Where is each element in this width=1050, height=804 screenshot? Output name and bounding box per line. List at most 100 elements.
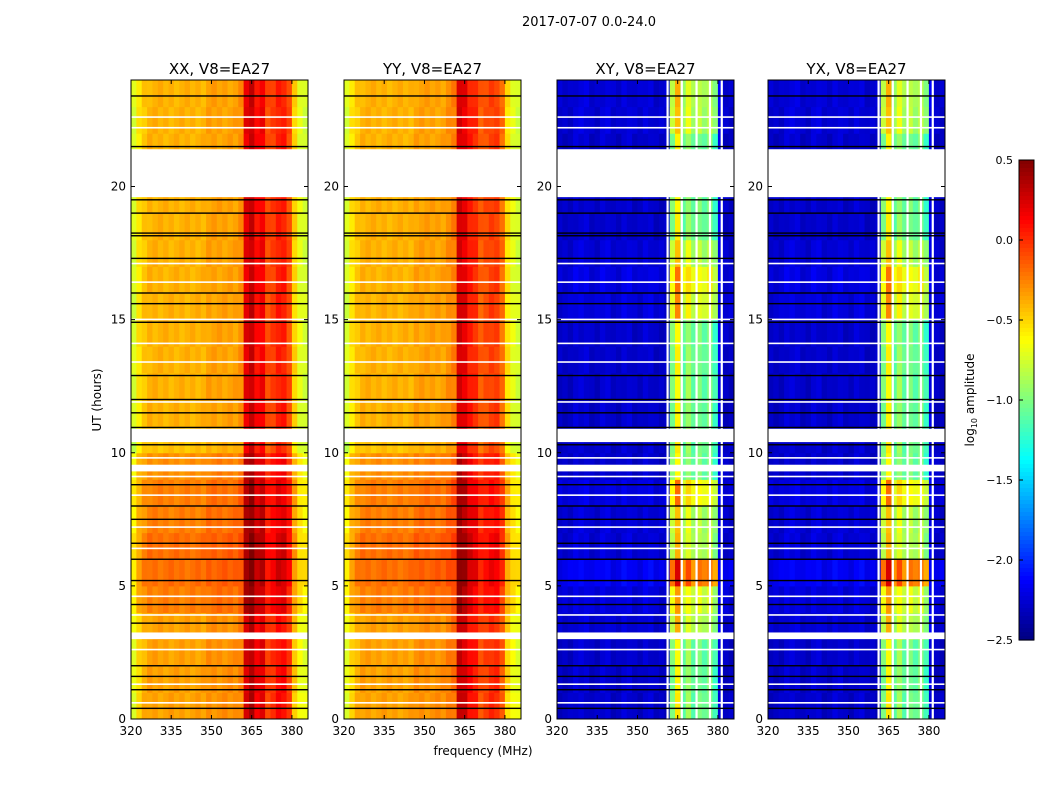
heatmap-cell (728, 559, 735, 587)
heatmap-cell (728, 639, 735, 667)
black-time-line (768, 257, 945, 260)
heatmap-cell (637, 479, 644, 507)
colorbar-segment (1019, 532, 1034, 537)
heatmap-cell (648, 319, 655, 347)
heatmap-cell (397, 692, 404, 720)
heatmap-cell (462, 532, 468, 560)
heatmap-cell (869, 213, 876, 241)
black-time-line (131, 212, 308, 214)
colorbar-segment (1019, 208, 1034, 213)
heatmap-cell (157, 319, 164, 347)
heatmap-cell (291, 479, 298, 507)
heatmap-cell (195, 239, 202, 267)
heatmap-cell (291, 665, 298, 693)
heatmap-cell (589, 319, 596, 347)
heatmap-cell (302, 612, 309, 640)
heatmap-cell (200, 106, 207, 134)
colorbar-segment (1019, 256, 1034, 261)
heatmap-cell (880, 585, 887, 613)
heatmap-cell (424, 319, 431, 347)
heatmap-cell (136, 559, 143, 587)
heatmap-cell (190, 80, 196, 108)
flagged-time-line (557, 475, 734, 478)
colorbar-segment (1019, 516, 1034, 521)
heatmap-cell (605, 532, 612, 560)
heatmap-cell (891, 239, 898, 267)
heatmap-cell (467, 213, 474, 241)
heatmap-cell (768, 532, 774, 560)
heatmap-cell (632, 665, 638, 693)
heatmap-cell (728, 346, 735, 374)
heatmap-cell (270, 239, 277, 267)
heatmap-cell (397, 213, 404, 241)
heatmap-cell (632, 80, 638, 108)
heatmap-cell (832, 80, 839, 108)
heatmap-cell (515, 639, 522, 667)
black-time-line (768, 484, 945, 486)
heatmap-cell (891, 106, 898, 134)
heatmap-cell (211, 293, 218, 321)
heatmap-cell (562, 293, 569, 321)
heatmap-cell (821, 293, 828, 321)
heatmap-cell (392, 692, 399, 720)
heatmap-cell (675, 372, 681, 400)
heatmap-cell (837, 372, 844, 400)
heatmap-cell (147, 319, 153, 347)
heatmap-cell (912, 266, 919, 294)
heatmap-cell (658, 372, 665, 400)
heatmap-cell (859, 585, 866, 613)
flagged-time-line (768, 702, 945, 704)
colorbar-segment (1019, 540, 1034, 545)
heatmap-cell (275, 612, 282, 640)
heatmap-cell (800, 293, 807, 321)
heatmap-cell (302, 266, 309, 294)
heatmap-cell (869, 319, 876, 347)
heatmap-cell (408, 612, 415, 640)
heatmap-cell (381, 346, 388, 374)
heatmap-cell (768, 612, 774, 640)
heatmap-cell (360, 532, 366, 560)
heatmap-cell (370, 532, 377, 560)
heatmap-cell (800, 532, 807, 560)
heatmap-cell (562, 639, 569, 667)
heatmap-cell (642, 612, 649, 640)
heatmap-cell (376, 239, 383, 267)
heatmap-cell (778, 372, 785, 400)
heatmap-cell (907, 319, 914, 347)
heatmap-cell (131, 106, 137, 134)
heatmap-cell (445, 213, 452, 241)
heatmap-cell (515, 266, 522, 294)
heatmap-cell (605, 213, 612, 241)
heatmap-cell (281, 213, 288, 241)
heatmap-cell (419, 106, 425, 134)
heatmap-cell (653, 532, 660, 560)
heatmap-cell (696, 692, 703, 720)
heatmap-cell (778, 266, 785, 294)
heatmap-cell (478, 479, 484, 507)
flagged-time-line (131, 401, 308, 403)
heatmap-cell (168, 532, 175, 560)
heatmap-cell (243, 106, 250, 134)
heatmap-cell (222, 692, 229, 720)
heatmap-cell (238, 639, 245, 667)
heatmap-cell (141, 239, 148, 267)
heatmap-cell (243, 479, 250, 507)
heatmap-cell (853, 239, 860, 267)
heatmap-cell (429, 532, 436, 560)
colorbar-segment (1019, 228, 1034, 233)
colorbar-tick-label: −1.5 (986, 474, 1013, 487)
heatmap-cell (510, 80, 517, 108)
heatmap-cell (275, 585, 282, 613)
colorbar-segment (1019, 576, 1034, 581)
heatmap-cell (131, 372, 137, 400)
heatmap-cell (291, 346, 298, 374)
heatmap-cell (408, 213, 415, 241)
heatmap-cell (712, 639, 719, 667)
heatmap-cell (685, 293, 692, 321)
heatmap-cell (789, 239, 796, 267)
flagged-time-range (344, 428, 521, 443)
heatmap-cell (494, 319, 501, 347)
flagged-time-range (557, 632, 734, 640)
heatmap-cell (386, 266, 393, 294)
heatmap-cell (515, 585, 522, 613)
